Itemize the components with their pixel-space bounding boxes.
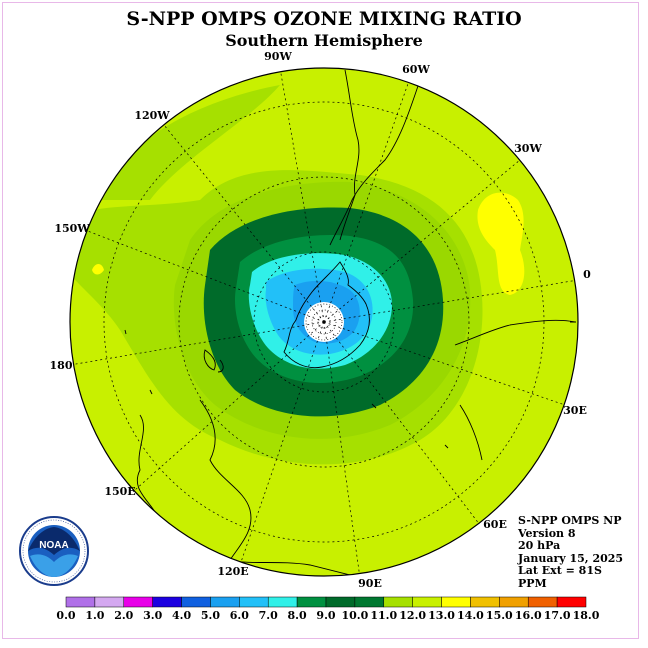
colorbar-tick-label: 6.0 [230, 609, 249, 622]
colorbar-tick-label: 9.0 [316, 609, 335, 622]
colorbar-tick-label: 13.0 [428, 609, 455, 622]
map-boundary [69, 67, 579, 577]
colorbar-tick-label: 16.0 [515, 609, 542, 622]
colorbar-swatch [499, 596, 529, 608]
colorbar-swatch [267, 596, 298, 608]
colorbar-tick-label: 5.0 [201, 609, 220, 622]
colorbar-swatch [527, 596, 558, 608]
colorbar-tick-label: 3.0 [143, 609, 162, 622]
latitude-grid [103, 101, 545, 543]
colorbar-swatch [470, 596, 500, 608]
lon-label-120w: 120W [134, 109, 170, 122]
colorbar-swatch [383, 596, 413, 608]
colorbar-swatch [296, 596, 327, 608]
colorbar-tick-label: 18.0 [573, 609, 600, 622]
colorbar: 0.0 1.0 2.0 3.0 4.0 5.0 6.0 7.0 8.0 9.0 10.0 11.0 12… [56, 596, 600, 622]
lon-label-30e: 30E [563, 404, 587, 417]
field-spot [92, 264, 104, 275]
lon-label-0: 0 [583, 268, 591, 281]
colorbar-swatch [412, 596, 442, 608]
colorbar-tick-label: 7.0 [259, 609, 278, 622]
figure-border [2, 2, 639, 639]
colorbar-swatch [354, 596, 385, 608]
lon-label-180: 180 [50, 359, 73, 372]
colorbar-tick-label: 11.0 [370, 609, 397, 622]
lon-label-150e: 150E [104, 485, 135, 498]
info-units: PPM [518, 576, 547, 590]
info-level: 20 hPa [518, 539, 561, 552]
colorbar-swatch [94, 596, 125, 608]
field-10-11-lobe [100, 85, 280, 200]
info-lat-ext: Lat Ext = 81S [518, 564, 602, 577]
coast-antarctica [283, 261, 370, 369]
coast-africa [454, 319, 576, 346]
colorbar-swatch [65, 596, 96, 608]
colorbar-swatch [441, 596, 471, 608]
colorbar-tick-label: 17.0 [544, 609, 571, 622]
info-version: Version 8 [518, 526, 576, 540]
lon-label-60e: 60E [483, 518, 507, 531]
colorbar-swatch [181, 596, 211, 608]
colorbar-swatch [123, 596, 153, 608]
noaa-logo: NOAA [19, 516, 89, 586]
colorbar-swatch [210, 596, 240, 608]
colorbar-swatch [556, 596, 587, 608]
info-instrument: S-NPP OMPS NP [518, 514, 622, 527]
colorbar-tick-label: 14.0 [457, 609, 484, 622]
lon-label-90w: 90W [264, 50, 292, 63]
info-panel: S-NPP OMPS NP Version 8 20 hPa January 1… [518, 514, 624, 590]
colorbar-tick-label: 15.0 [486, 609, 513, 622]
lon-label-150w: 150W [54, 222, 90, 235]
lon-label-120e: 120E [217, 565, 248, 578]
colorbar-tick-label: 1.0 [85, 609, 104, 622]
figure-title: S-NPP OMPS OZONE MIXING RATIO [126, 8, 522, 30]
colorbar-swatch [239, 596, 269, 608]
colorbar-tick-label: 4.0 [172, 609, 191, 622]
colorbar-tick-label: 2.0 [114, 609, 133, 622]
colorbar-tick-label: 0.0 [56, 609, 75, 622]
colorbar-tick-label: 10.0 [341, 609, 368, 622]
colorbar-tick-label: 12.0 [399, 609, 426, 622]
colorbar-swatch [325, 596, 356, 608]
colorbar-swatch [152, 596, 182, 608]
lon-label-60w: 60W [402, 63, 430, 76]
coast-australia [199, 399, 371, 576]
field-12-13 [477, 192, 525, 295]
pole-dots [305, 303, 343, 341]
colorbar-tick-label: 8.0 [288, 609, 307, 622]
field-upper [140, 73, 360, 199]
info-date: January 15, 2025 [518, 551, 624, 565]
lon-label-30w: 30W [514, 142, 542, 155]
longitude-grid [70, 68, 578, 576]
lon-label-90e: 90E [358, 577, 382, 590]
noaa-logo-text: NOAA [39, 540, 68, 551]
figure-subtitle: Southern Hemisphere [225, 31, 423, 50]
coast-new-zealand [203, 349, 216, 371]
coast-south-america [339, 69, 360, 241]
